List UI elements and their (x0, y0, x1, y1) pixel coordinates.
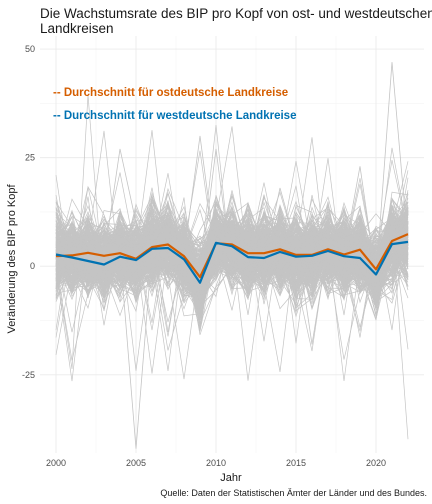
y-tick-label: -25 (22, 370, 35, 380)
county-line (55, 207, 409, 331)
legend-entry-east: -- Durchschnitt für ostdeutsche Landkrei… (53, 87, 288, 99)
county-line-outlier (55, 62, 409, 285)
source-caption: Quelle: Daten der Statistischen Ämter de… (160, 488, 427, 498)
chart-title-line-1: Die Wachstumsrate des BIP pro Kopf von o… (40, 6, 432, 21)
county-line-outlier (55, 148, 409, 281)
x-tick-label: 2005 (126, 458, 146, 468)
y-tick-label: 50 (25, 44, 35, 54)
x-axis-label: Jahr (220, 472, 242, 484)
y-axis-label: Veränderung des BIP pro Kopf (6, 184, 18, 334)
county-line (55, 211, 409, 291)
county-line (55, 147, 409, 285)
series-line-west (55, 240, 409, 284)
y-tick-label: 0 (30, 261, 35, 271)
county-line-outlier (55, 148, 409, 287)
average-series (55, 233, 409, 284)
county-line (55, 214, 409, 286)
x-tick-label: 2020 (366, 458, 386, 468)
x-tick-label: 2015 (286, 458, 306, 468)
chart-title-line-2: Landkreisen (40, 21, 114, 36)
county-line (55, 233, 409, 300)
legend-entry-west: -- Durchschnitt für westdeutsche Landkre… (53, 110, 296, 122)
series-line-east (55, 233, 409, 279)
county-line (55, 212, 409, 298)
county-line (55, 190, 409, 294)
legend: -- Durchschnitt für ostdeutsche Landkrei… (53, 87, 296, 122)
y-axis-ticks: -25 0 25 50 (22, 44, 35, 380)
x-tick-label: 2010 (206, 458, 226, 468)
x-axis-ticks: 2000 2005 2010 2015 2020 (46, 458, 386, 468)
county-line (55, 226, 409, 382)
y-tick-label: 25 (25, 153, 35, 163)
x-tick-label: 2000 (46, 458, 66, 468)
county-line (55, 193, 409, 310)
plot-panel (40, 36, 424, 453)
